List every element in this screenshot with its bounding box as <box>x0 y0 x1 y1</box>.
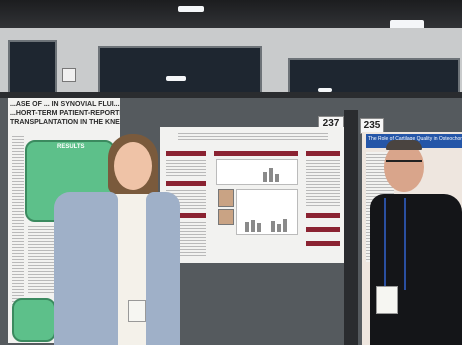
woman-presenter <box>50 130 180 345</box>
poster-figure <box>236 189 298 235</box>
figure-bar <box>283 219 287 232</box>
woman-blazer-right <box>146 192 180 345</box>
man-name-badge <box>376 286 398 314</box>
board-top-rail <box>0 92 462 100</box>
section-header <box>166 181 206 186</box>
window-light <box>318 88 332 92</box>
figure-bar <box>251 220 255 232</box>
poster-text-block <box>306 158 340 208</box>
wall-sign <box>62 68 76 82</box>
section-header <box>306 151 340 156</box>
center-poster <box>160 127 344 263</box>
man-lanyard <box>384 198 386 290</box>
center-poster-title <box>178 131 328 141</box>
window-light <box>166 76 186 81</box>
figure-bar <box>257 223 261 232</box>
figure-bar <box>277 224 281 232</box>
left-poster-title-line-1: ...ASE OF ... IN SYNOVIAL FLUI... <box>10 101 120 108</box>
section-header <box>306 227 340 232</box>
left-poster-title-line-2: ...HORT-TERM PATIENT-REPORTED <box>10 110 120 117</box>
figure-bar <box>271 221 275 232</box>
poster-figure <box>216 159 298 185</box>
figure-bar <box>269 168 273 182</box>
left-poster-title-line-3: TRANSPLANTATION IN THE KNEE <box>10 119 120 126</box>
woman-face <box>114 142 152 190</box>
man-presenter <box>370 136 462 345</box>
poster-text-column <box>12 134 24 334</box>
section-header <box>166 151 206 156</box>
ceiling-light <box>178 6 204 12</box>
section-header <box>166 213 206 218</box>
results-label: RESULTS <box>57 144 85 150</box>
man-glasses <box>386 160 422 162</box>
figure-bar <box>275 174 279 182</box>
figure-bar <box>245 222 249 232</box>
poster-image <box>218 209 234 225</box>
figure-bar <box>263 172 267 182</box>
poster-image <box>218 189 234 207</box>
section-header <box>306 213 340 218</box>
man-hair <box>386 140 422 150</box>
woman-blazer-left <box>54 192 118 345</box>
wall-window <box>8 40 57 96</box>
woman-name-badge <box>128 300 146 322</box>
section-header <box>214 151 298 156</box>
section-header <box>306 241 340 246</box>
poster-text-block <box>166 158 206 178</box>
man-face <box>384 142 424 192</box>
ceiling-light <box>390 20 424 30</box>
man-lanyard <box>404 198 406 290</box>
board-divider <box>344 110 358 345</box>
